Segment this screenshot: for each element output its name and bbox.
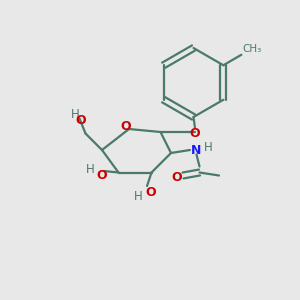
Text: O: O bbox=[190, 127, 200, 140]
Text: O: O bbox=[76, 114, 86, 127]
Text: O: O bbox=[146, 186, 156, 199]
Text: H: H bbox=[86, 163, 94, 176]
Text: O: O bbox=[120, 119, 131, 133]
Text: H: H bbox=[70, 107, 80, 121]
Text: H: H bbox=[134, 190, 143, 203]
Text: O: O bbox=[96, 169, 107, 182]
Text: CH₃: CH₃ bbox=[242, 44, 262, 54]
Text: O: O bbox=[172, 171, 182, 184]
Text: N: N bbox=[191, 143, 202, 157]
Text: H: H bbox=[204, 141, 213, 154]
